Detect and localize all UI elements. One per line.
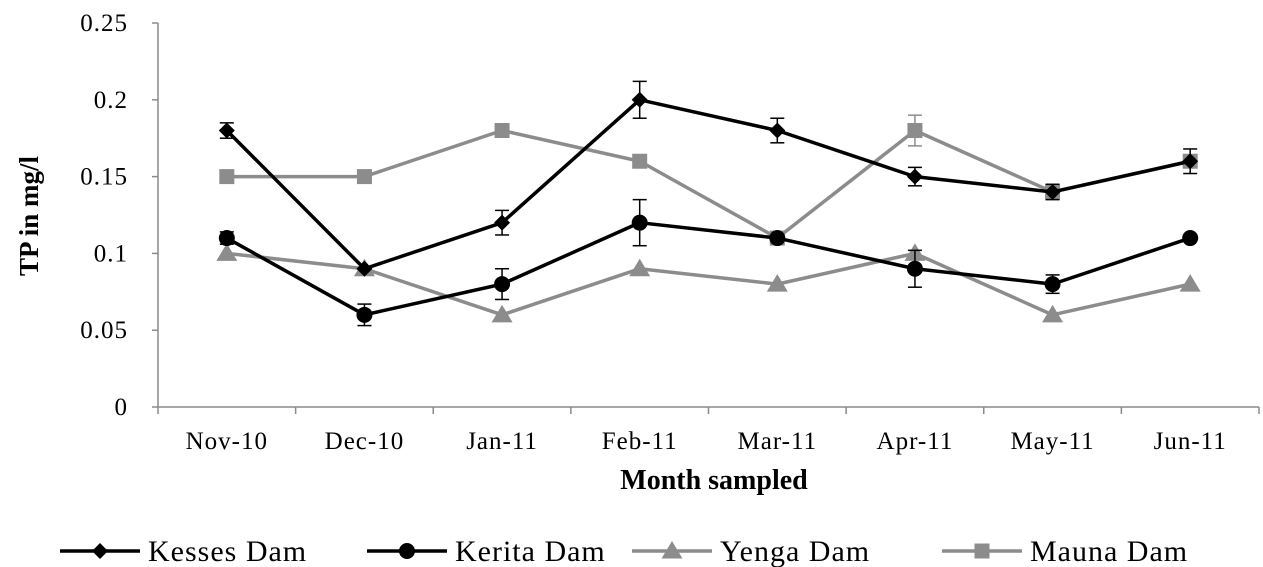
marker-diamond xyxy=(1182,153,1199,170)
marker-circle xyxy=(356,306,373,323)
marker-triangle xyxy=(661,541,683,559)
marker-diamond xyxy=(906,168,923,185)
y-tick-label: 0.25 xyxy=(80,10,128,37)
marker-diamond xyxy=(1044,183,1061,200)
x-tick-label: May-11 xyxy=(1010,428,1094,455)
marker-diamond xyxy=(769,122,786,139)
y-tick-label: 0 xyxy=(115,394,129,421)
x-tick-label: Jan-11 xyxy=(466,428,538,455)
legend-label: Mauna Dam xyxy=(1030,535,1188,567)
x-axis: Nov-10 Dec-10 Jan-11 Feb-11 Mar-11 Apr-11 May-… xyxy=(157,406,1260,455)
marker-square xyxy=(907,123,923,139)
legend-item: Kerita Dam xyxy=(367,535,606,567)
y-axis: 0 0.05 0.1 0.15 0.2 0.25 xyxy=(80,10,159,421)
y-tick-label: 0.05 xyxy=(80,317,128,344)
legend: Kesses Dam Kerita Dam Yenga Dam Mauna Dam xyxy=(60,535,1188,567)
x-tick-label: Mar-11 xyxy=(738,428,818,455)
series-line xyxy=(226,128,1191,240)
marker-circle xyxy=(1182,230,1199,247)
marker-diamond xyxy=(356,260,373,277)
x-axis-title: Month sampled xyxy=(620,465,808,496)
marker-circle xyxy=(769,230,786,247)
marker-circle xyxy=(906,260,923,277)
series-mauna-dam xyxy=(219,114,1198,246)
marker-square xyxy=(219,169,235,185)
marker-triangle xyxy=(1042,304,1064,323)
y-tick-label: 0.15 xyxy=(80,164,128,191)
x-tick-label: Nov-10 xyxy=(186,428,268,455)
series-layer xyxy=(216,80,1201,327)
legend-label: Kesses Dam xyxy=(148,535,307,567)
marker-square xyxy=(974,543,990,559)
x-tick-label: Jun-11 xyxy=(1154,428,1227,455)
marker-triangle xyxy=(1179,274,1201,292)
legend-label: Yenga Dam xyxy=(720,535,870,567)
y-tick-label: 0.2 xyxy=(94,87,128,114)
series-kesses-dam xyxy=(218,80,1199,277)
x-tick-label: Dec-10 xyxy=(325,428,405,455)
marker-circle xyxy=(494,276,511,293)
marker-circle xyxy=(631,214,648,231)
marker-triangle xyxy=(629,258,651,277)
series-line xyxy=(225,98,1191,271)
marker-diamond xyxy=(494,214,511,231)
y-tick-label: 0.1 xyxy=(94,240,128,267)
series-line xyxy=(226,251,1191,317)
marker-diamond xyxy=(631,91,648,108)
marker-circle xyxy=(218,230,235,247)
marker-circle xyxy=(1044,276,1061,293)
marker-triangle xyxy=(216,243,238,261)
marker-square xyxy=(494,123,510,139)
y-axis-title: TP in mg/l xyxy=(14,155,44,276)
marker-square xyxy=(632,153,648,169)
legend-item: Mauna Dam xyxy=(942,535,1188,567)
marker-triangle xyxy=(766,274,788,292)
marker-circle xyxy=(399,543,415,559)
x-tick-label: Apr-11 xyxy=(877,428,954,455)
series-kerita-dam xyxy=(218,198,1199,327)
legend-item: Kesses Dam xyxy=(60,535,307,567)
marker-square xyxy=(356,169,372,185)
marker-diamond xyxy=(218,122,235,139)
legend-item: Yenga Dam xyxy=(632,535,870,567)
x-tick-label: Feb-11 xyxy=(602,428,678,455)
marker-triangle xyxy=(491,304,513,323)
marker-diamond xyxy=(92,543,108,559)
legend-label: Kerita Dam xyxy=(455,535,606,567)
series-line xyxy=(225,220,1191,317)
